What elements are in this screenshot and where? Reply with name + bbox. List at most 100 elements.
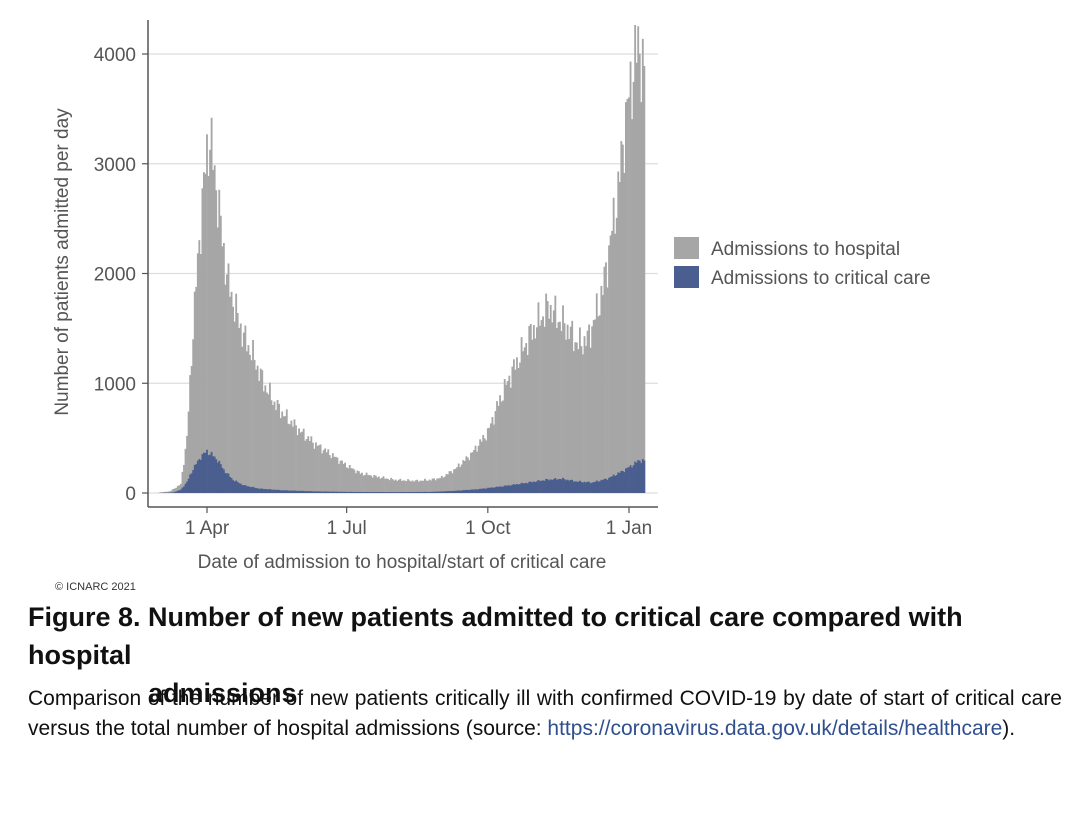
critical-care-bar [344, 491, 347, 493]
hospital-bar [532, 325, 535, 493]
critical-care-bar [470, 489, 472, 493]
hospital-bar [474, 445, 477, 493]
hospital-bar [397, 479, 400, 493]
hospital-bar [448, 471, 451, 493]
critical-care-bar [629, 465, 632, 493]
critical-care-bar [278, 489, 281, 493]
hospital-bar [296, 435, 299, 493]
critical-care-bar [436, 491, 439, 493]
critical-care-bar [582, 482, 584, 493]
hospital-bar [626, 98, 629, 494]
hospital-bar [417, 481, 420, 493]
critical-care-bar [195, 464, 198, 493]
hospital-bar [275, 410, 277, 493]
hospital-bar [229, 296, 231, 493]
critical-care-bar [589, 483, 592, 493]
critical-care-bar [259, 488, 262, 493]
critical-care-bar [250, 487, 253, 493]
hospital-bar [620, 141, 623, 493]
hospital-bar [572, 351, 575, 493]
hospital-bar [494, 411, 497, 493]
hospital-bar [445, 474, 448, 493]
hospital-bar [198, 240, 201, 493]
hospital-bar [232, 306, 234, 493]
critical-care-bar [192, 470, 195, 493]
critical-care-bar [261, 488, 264, 493]
hospital-bar [479, 439, 482, 493]
critical-care-bar [316, 491, 319, 493]
source-link[interactable]: https://coronavirus.data.gov.uk/details/… [547, 717, 1003, 740]
critical-care-bar [196, 460, 199, 493]
hospital-bar [571, 320, 574, 493]
hospital-bar [298, 428, 300, 493]
hospital-bar [339, 460, 342, 493]
critical-care-bar [617, 472, 620, 493]
critical-care-bar [414, 491, 417, 493]
hospital-bar [387, 479, 389, 493]
critical-care-bar [187, 478, 190, 493]
critical-care-bar [213, 456, 216, 493]
y-tick-label: 3000 [94, 155, 136, 176]
critical-care-bar [618, 472, 621, 493]
hospital-bar [592, 320, 595, 493]
critical-care-bar [416, 491, 419, 493]
critical-care-bar [454, 490, 457, 493]
hospital-bar [473, 449, 475, 493]
hospital-bar [634, 25, 637, 493]
hospital-bar [390, 477, 393, 493]
hospital-bar [215, 190, 218, 493]
hospital-bar [454, 468, 457, 493]
hospital-bar [196, 253, 199, 493]
hospital-bar [336, 457, 339, 493]
hospital-bar [580, 346, 583, 493]
critical-care-bar [181, 487, 184, 493]
critical-care-bar [292, 490, 294, 493]
hospital-bar [262, 391, 265, 493]
critical-care-bar [204, 452, 207, 493]
hospital-bar [422, 480, 425, 493]
hospital-bar [374, 475, 377, 493]
critical-care-bar [635, 462, 638, 493]
hospital-bar [609, 235, 612, 493]
hospital-bar [264, 385, 267, 493]
hospital-bar [183, 464, 185, 493]
hospital-bar [221, 246, 224, 493]
bars [158, 25, 646, 494]
critical-care-bar [193, 464, 196, 493]
hospital-bar [608, 245, 610, 493]
hospital-bar [201, 188, 204, 493]
hospital-bar [453, 469, 455, 493]
critical-care-bar [215, 459, 218, 493]
critical-care-bar [434, 491, 437, 493]
critical-care-bar [631, 467, 633, 493]
critical-care-bar [221, 467, 224, 493]
critical-care-bar [327, 491, 330, 493]
hospital-bar [506, 381, 509, 493]
critical-care-bar [382, 492, 385, 493]
hospital-bar [566, 324, 569, 493]
critical-care-bar [572, 481, 575, 493]
critical-care-bar [207, 455, 210, 493]
critical-care-bar [325, 491, 328, 493]
description-suffix: ). [1002, 717, 1016, 740]
critical-care-bar [371, 492, 374, 493]
critical-care-bar [641, 459, 644, 493]
critical-care-bar [394, 492, 397, 493]
critical-care-bar [276, 489, 279, 493]
hospital-bar [353, 469, 356, 493]
hospital-bar [625, 102, 627, 493]
critical-care-bar [364, 492, 366, 493]
hospital-bar [348, 465, 351, 493]
hospital-bar [199, 254, 202, 493]
critical-care-bar [522, 483, 525, 493]
hospital-bar [640, 102, 643, 494]
critical-care-bar [397, 492, 400, 493]
critical-care-bar [407, 491, 409, 493]
critical-care-bar [295, 490, 297, 493]
critical-care-bar [385, 492, 388, 493]
critical-care-bar [334, 491, 337, 493]
critical-care-bar [345, 491, 348, 493]
hospital-bar [184, 448, 187, 493]
hospital-bar [269, 382, 271, 493]
legend-swatch [674, 266, 699, 288]
